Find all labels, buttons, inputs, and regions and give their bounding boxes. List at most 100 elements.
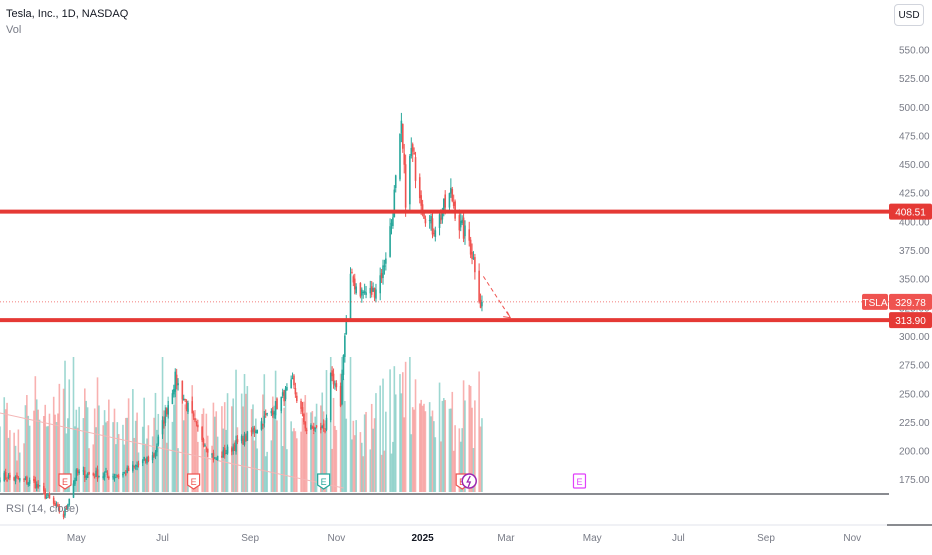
candle-body — [246, 431, 249, 441]
candle-body — [464, 225, 466, 237]
candle-body — [255, 431, 257, 434]
volume-bar — [262, 394, 264, 492]
volume-bar — [404, 361, 407, 492]
volume-bar — [382, 378, 384, 492]
candle-body — [34, 479, 37, 489]
volume-bar — [355, 420, 357, 492]
volume-bar — [206, 435, 209, 492]
candle-body — [75, 469, 78, 481]
volume-bar — [136, 412, 138, 492]
volume-bar — [204, 449, 206, 492]
candle-body — [303, 414, 305, 422]
candle-body — [438, 214, 441, 228]
candle-body — [413, 152, 415, 155]
volume-bar — [464, 400, 466, 492]
candle-body — [305, 429, 308, 432]
volume-bar — [403, 417, 406, 492]
candle-body — [144, 458, 147, 462]
candle-body — [304, 421, 307, 429]
candle-body — [428, 219, 431, 221]
volume-bar — [165, 442, 168, 492]
volume-bar — [372, 428, 374, 492]
volume-bar — [154, 392, 157, 492]
candle-body — [26, 476, 28, 484]
volume-bar — [341, 357, 343, 492]
volume-bar — [24, 405, 27, 492]
candle-body — [329, 372, 332, 421]
candle-body — [393, 189, 396, 218]
volume-bar — [263, 374, 266, 492]
volume-label: Vol — [6, 24, 22, 36]
candle-body — [57, 504, 59, 507]
candle-body — [151, 455, 154, 461]
candle-body — [157, 436, 160, 445]
candle-body — [383, 265, 386, 267]
candle-body — [409, 155, 411, 205]
volume-bar — [26, 395, 28, 492]
candle-body — [296, 395, 298, 402]
candle-body — [103, 473, 106, 478]
price-tick-label: 250.00 — [899, 389, 930, 400]
candle-body — [78, 471, 80, 474]
volume-bar — [393, 366, 396, 492]
volume-bar — [35, 399, 38, 492]
volume-bar — [64, 360, 66, 492]
volume-bar — [211, 445, 213, 492]
candle-body — [58, 506, 61, 513]
currency-button[interactable]: USD — [894, 4, 924, 26]
candle-body — [370, 286, 373, 295]
candle-body — [431, 218, 434, 235]
candle-body — [320, 426, 322, 431]
candle-body — [171, 393, 174, 405]
time-tick-label: Nov — [327, 533, 345, 544]
candle-body — [122, 473, 124, 476]
candle-body — [351, 271, 353, 273]
candle-body — [141, 460, 144, 464]
candle-body — [390, 222, 393, 226]
candle-body — [481, 301, 483, 307]
candle-body — [468, 229, 471, 241]
volume-bar — [133, 437, 136, 492]
time-tick-label: 2025 — [411, 533, 434, 544]
candle-body — [349, 273, 352, 320]
volume-bar — [78, 406, 80, 492]
volume-bar — [54, 414, 56, 492]
volume-bar — [187, 408, 189, 492]
candle-body — [240, 436, 243, 441]
volume-bar — [430, 416, 432, 492]
volume-bar — [459, 441, 462, 492]
candle-body — [459, 220, 462, 228]
volume-bar — [122, 424, 124, 492]
time-tick-label: Sep — [757, 533, 775, 544]
candle-body — [181, 380, 184, 400]
candle-body — [92, 473, 95, 476]
volume-bar — [88, 448, 90, 492]
candle-body — [194, 418, 196, 420]
volume-bar — [458, 428, 461, 492]
level-price-tag — [889, 312, 932, 329]
volume-bar — [194, 410, 196, 492]
volume-bar — [177, 448, 179, 492]
candle-body — [424, 218, 427, 224]
volume-bar — [329, 357, 332, 492]
candle-body — [163, 421, 165, 424]
volume-bar — [3, 397, 6, 492]
candle-body — [164, 410, 167, 423]
volume-bar — [305, 412, 308, 492]
candle-body — [392, 217, 394, 226]
candle-body — [270, 411, 273, 414]
volume-bar — [424, 411, 427, 492]
volume-bar — [461, 428, 463, 492]
volume-bar — [280, 409, 283, 492]
candle-body — [266, 413, 268, 415]
candle-body — [404, 164, 407, 208]
volume-bar — [361, 442, 363, 492]
volume-bar — [174, 375, 177, 492]
volume-bar — [452, 450, 455, 492]
candle-body — [165, 408, 168, 415]
volume-bar — [214, 416, 216, 492]
volume-bar — [250, 409, 253, 492]
candle-body — [290, 379, 292, 389]
